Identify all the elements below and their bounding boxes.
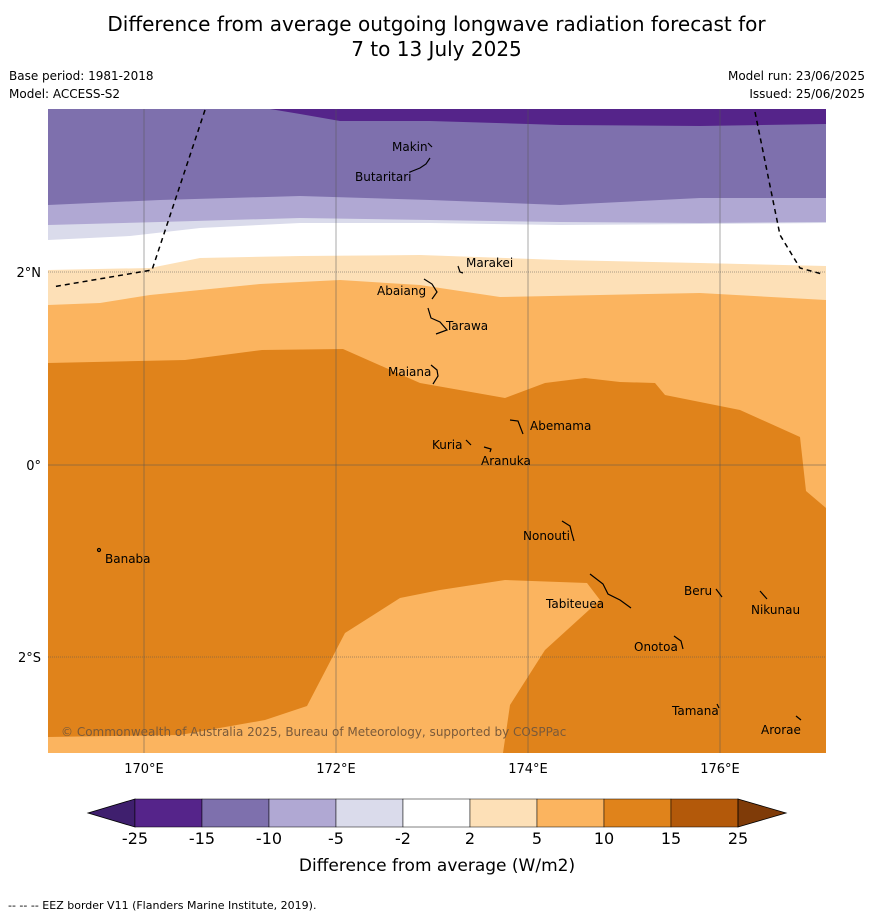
label-abaiang: Abaiang [377, 284, 426, 298]
coast-kuria [465, 439, 472, 446]
label-marakei: Marakei [466, 256, 513, 270]
lat-label-2n: 2°N [17, 266, 42, 281]
coast-banaba [96, 547, 102, 553]
colorbar-tick-label: -10 [256, 829, 282, 848]
coast-arorae [795, 715, 802, 721]
coast-nonouti [561, 520, 575, 542]
coast-onotoa [673, 635, 684, 650]
colorbar-tick-label: 25 [728, 829, 748, 848]
label-onotoa: Onotoa [634, 640, 678, 654]
lon-label-174e: 174°E [508, 762, 548, 777]
label-arorae: Arorae [761, 723, 801, 737]
longitude-labels: 170°E 172°E 174°E 176°E [124, 762, 740, 777]
label-tabiteuea: Tabiteuea [545, 597, 604, 611]
band-neg15-neg10 [48, 109, 826, 205]
colorbar-swatch [670, 798, 739, 828]
colorbar-swatch [335, 798, 404, 828]
contour-field [48, 109, 826, 753]
lon-label-176e: 176°E [700, 762, 740, 777]
meta-left: Base period: 1981-2018 Model: ACCESS-S2 [9, 67, 154, 103]
eez-border [51, 109, 823, 288]
eez-border-east [754, 111, 823, 275]
label-nonouti: Nonouti [523, 529, 570, 543]
label-beru: Beru [684, 584, 712, 598]
coast-aranuka [483, 446, 492, 453]
lat-label-0: 0° [26, 459, 41, 474]
colorbar-swatch [134, 798, 203, 828]
label-maiana: Maiana [388, 365, 431, 379]
coast-abaiang [423, 278, 438, 300]
colorbar-tick-label: -25 [122, 829, 148, 848]
label-banaba: Banaba [105, 552, 151, 566]
colorbar-swatch [536, 798, 605, 828]
colorbar-extend-low [86, 798, 136, 828]
band-pos10-pos15 [48, 349, 826, 753]
colorbar-tick-label: 2 [465, 829, 475, 848]
title-line-1: Difference from average outgoing longwav… [107, 12, 766, 36]
lon-label-172e: 172°E [316, 762, 356, 777]
coast-nikunau [759, 590, 768, 600]
coast-tabiteuea [589, 573, 632, 609]
band-neg25-neg15 [270, 109, 826, 126]
eez-border-west [51, 109, 206, 288]
place-labels: Makin Butaritari Marakei Abaiang Tarawa … [105, 140, 801, 737]
coast-beru [715, 588, 723, 598]
label-makin: Makin [392, 140, 428, 154]
colorbar-label: Difference from average (W/m2) [299, 856, 575, 876]
colorbar-swatch [603, 798, 672, 828]
lon-label-170e: 170°E [124, 762, 164, 777]
meta-right: Model run: 23/06/2025 Issued: 25/06/2025 [728, 67, 865, 103]
colorbar-swatch [402, 798, 471, 828]
colorbar-tick-label: -15 [189, 829, 215, 848]
title-line-2: 7 to 13 July 2025 [351, 37, 522, 61]
lat-label-2s: 2°S [18, 651, 41, 666]
coast-maiana [430, 364, 439, 385]
label-abemama: Abemama [530, 419, 591, 433]
issued-date: Issued: 25/06/2025 [749, 87, 865, 101]
label-tarawa: Tarawa [445, 319, 488, 333]
label-kuria: Kuria [432, 438, 463, 452]
colorbar-tick-label: -5 [328, 829, 344, 848]
map-title: Difference from average outgoing longwav… [0, 12, 873, 62]
colorbar-swatch [201, 798, 270, 828]
colorbar-tick-label: 10 [594, 829, 614, 848]
colorbar-tick-label: -2 [395, 829, 411, 848]
colorbar-swatch [268, 798, 337, 828]
coast-tamana [716, 703, 720, 709]
label-aranuka: Aranuka [481, 454, 531, 468]
colorbar: -25 -15 -10 -5 -2 2 5 10 15 25 [86, 798, 788, 848]
coast-abemama [509, 419, 524, 435]
label-butaritari: Butaritari [355, 170, 412, 184]
coast-butaritari [409, 157, 431, 173]
colorbar-swatch [469, 798, 538, 828]
base-period: Base period: 1981-2018 [9, 69, 154, 83]
eez-legend-note: -- -- -- EEZ border V11 (Flanders Marine… [8, 899, 317, 912]
model-run: Model run: 23/06/2025 [727, 69, 865, 83]
copyright-text: © Commonwealth of Australia 2025, Bureau… [61, 725, 566, 739]
coast-marakei [457, 265, 464, 274]
coast-tarawa [427, 307, 449, 335]
coastlines [96, 142, 802, 721]
colorbar-extend-high [737, 798, 788, 828]
coast-makin [427, 142, 433, 148]
label-nikunau: Nikunau [751, 603, 800, 617]
graticule [48, 109, 826, 753]
label-tamana: Tamana [671, 704, 719, 718]
colorbar-tick-label: 5 [532, 829, 542, 848]
latitude-labels: 2°N 0° 2°S [17, 266, 42, 666]
model-name: Model: ACCESS-S2 [9, 87, 121, 101]
colorbar-tick-label: 15 [661, 829, 681, 848]
